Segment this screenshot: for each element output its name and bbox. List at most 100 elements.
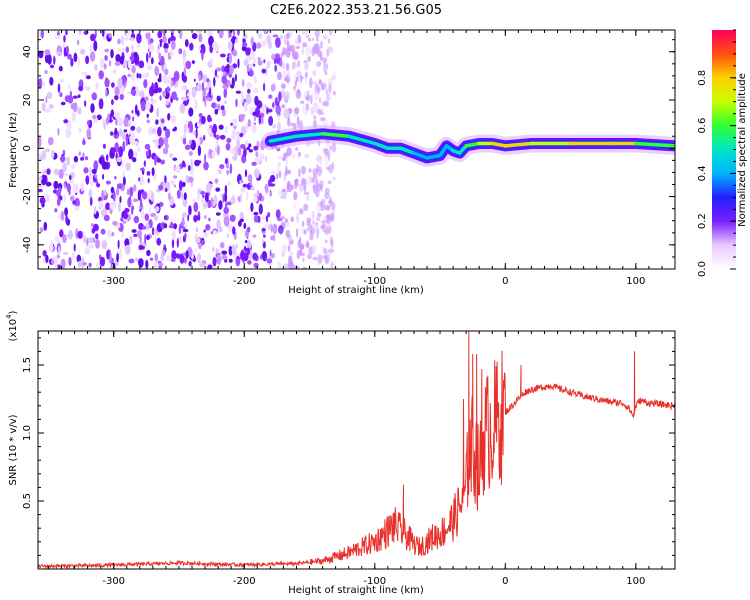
noise-speckle	[78, 30, 82, 35]
noise-speckle	[84, 156, 89, 161]
noise-speckle	[250, 36, 254, 46]
noise-speckle	[319, 202, 326, 212]
noise-speckle	[229, 163, 233, 175]
noise-speckle	[125, 135, 129, 147]
noise-speckle	[38, 77, 43, 89]
noise-speckle	[141, 225, 147, 230]
colorbar-axis: 0.0 0.2 0.4 0.6 0.8	[697, 29, 736, 277]
noise-speckle	[214, 178, 219, 184]
noise-speckle	[50, 64, 54, 69]
noise-speckle	[98, 200, 104, 209]
noise-speckle	[114, 61, 121, 67]
noise-speckle	[189, 42, 194, 51]
noise-speckle	[304, 61, 309, 70]
noise-speckle	[65, 127, 72, 139]
noise-speckle	[156, 237, 162, 246]
noise-speckle	[243, 222, 247, 230]
noise-speckle	[235, 98, 238, 108]
noise-speckle	[181, 96, 187, 101]
noise-speckle	[131, 229, 137, 233]
noise-speckle	[317, 108, 323, 116]
y-tick-label: -40	[22, 237, 33, 253]
noise-speckle	[156, 157, 161, 163]
noise-speckle	[197, 160, 202, 164]
noise-speckle	[280, 195, 286, 199]
noise-speckle	[64, 207, 68, 217]
noise-speckle	[71, 164, 76, 170]
noise-speckle	[93, 40, 98, 52]
noise-speckle	[101, 240, 108, 250]
noise-speckle	[300, 76, 304, 80]
figure-title: C2E6.2022.353.21.56.G05	[270, 3, 442, 18]
noise-speckle	[74, 197, 80, 208]
noise-speckle	[54, 34, 61, 40]
noise-speckle	[49, 76, 54, 86]
noise-speckle	[173, 126, 177, 131]
noise-speckle	[244, 140, 249, 148]
noise-speckle	[264, 104, 268, 109]
noise-speckle	[327, 38, 331, 44]
noise-speckle	[264, 183, 268, 194]
noise-speckle	[56, 197, 61, 207]
noise-speckle	[311, 244, 317, 254]
signal-segment	[503, 141, 534, 148]
noise-speckle	[90, 223, 94, 228]
noise-speckle	[89, 196, 93, 206]
noise-speckle	[170, 258, 176, 262]
spectrogram-signal-trace	[261, 124, 675, 167]
noise-speckle	[245, 124, 249, 130]
noise-speckle	[286, 169, 292, 175]
noise-speckle	[169, 180, 175, 185]
noise-speckle	[148, 44, 155, 53]
noise-speckle	[215, 134, 220, 140]
noise-speckle	[123, 212, 128, 220]
noise-speckle	[105, 180, 111, 185]
noise-speckle	[41, 102, 46, 112]
noise-speckle	[287, 117, 291, 127]
noise-speckle	[77, 230, 83, 239]
noise-speckle	[171, 230, 176, 240]
noise-speckle	[315, 188, 320, 198]
noise-speckle	[126, 188, 130, 195]
noise-speckle	[203, 232, 209, 238]
noise-speckle	[295, 147, 299, 151]
noise-speckle	[183, 123, 187, 134]
noise-speckle	[119, 93, 125, 101]
noise-speckle	[73, 52, 78, 63]
noise-speckle	[172, 157, 178, 161]
noise-speckle	[255, 42, 262, 49]
noise-speckle	[164, 215, 167, 220]
noise-speckle	[242, 42, 248, 47]
x-tick-label: -100	[363, 576, 386, 587]
noise-speckle	[198, 46, 201, 51]
noise-speckle	[145, 101, 151, 111]
noise-speckle	[139, 90, 145, 98]
noise-speckle	[277, 161, 281, 167]
noise-speckle	[230, 84, 235, 89]
noise-speckle	[69, 175, 72, 180]
noise-speckle	[324, 155, 328, 163]
noise-speckle	[286, 32, 291, 39]
noise-speckle	[294, 80, 298, 87]
noise-speckle	[312, 219, 315, 225]
noise-speckle	[314, 42, 320, 54]
noise-speckle	[310, 107, 315, 114]
noise-speckle	[108, 60, 112, 67]
noise-speckle	[242, 79, 245, 88]
noise-speckle	[265, 215, 269, 223]
noise-speckle	[116, 156, 122, 163]
noise-speckle	[148, 207, 151, 214]
noise-speckle	[190, 158, 193, 170]
noise-speckle	[227, 40, 233, 51]
noise-speckle	[212, 127, 215, 134]
noise-speckle	[281, 244, 288, 254]
noise-speckle	[245, 94, 249, 99]
noise-speckle	[324, 239, 328, 244]
noise-speckle	[132, 198, 139, 202]
noise-speckle	[138, 258, 144, 268]
noise-speckle	[293, 202, 296, 210]
noise-speckle	[186, 90, 188, 94]
noise-speckle	[121, 132, 126, 141]
noise-speckle	[163, 136, 169, 145]
